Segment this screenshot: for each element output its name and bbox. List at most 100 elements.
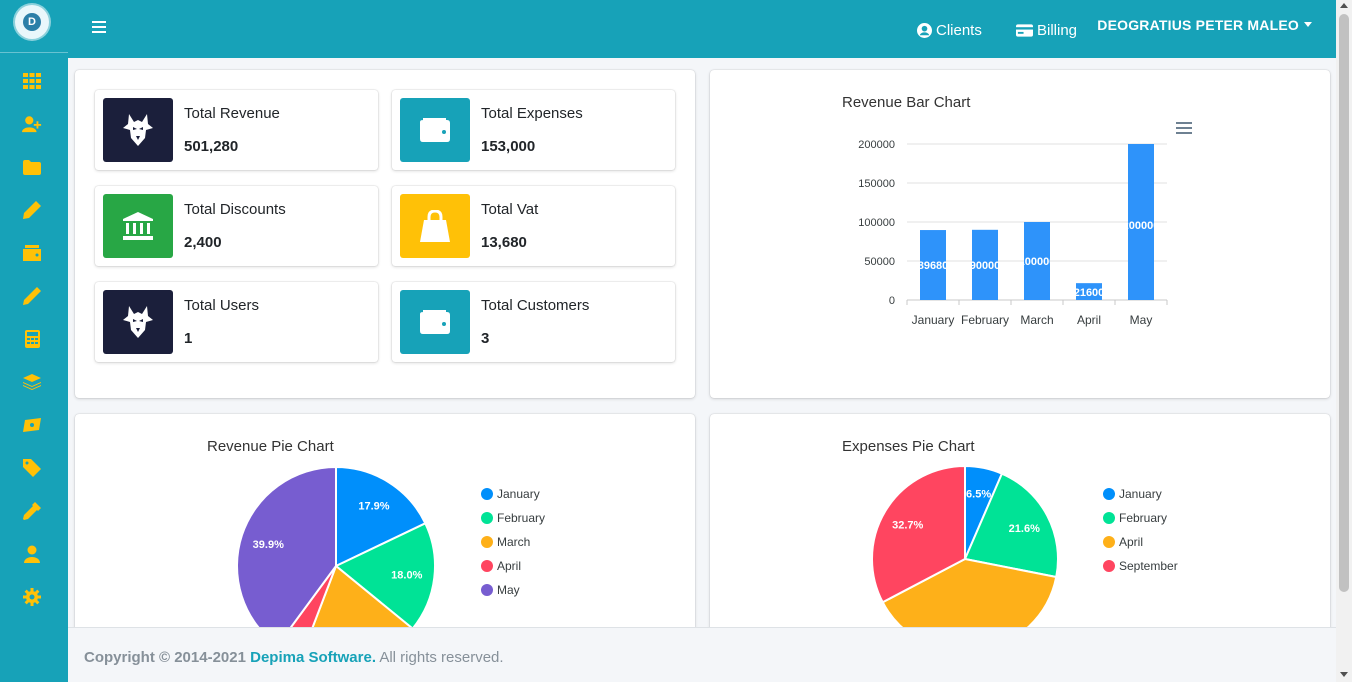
bar-data-label: 100000 [1019, 256, 1056, 268]
sidebar: D [0, 0, 68, 682]
wallet-icon [400, 290, 470, 354]
billing-link[interactable]: Billing [1016, 22, 1077, 39]
stat-label: Total Users [184, 297, 260, 314]
slice-label: 17.9% [358, 501, 389, 513]
slice-label: 6.5% [966, 488, 991, 500]
slice-label: 39.9% [253, 539, 284, 551]
dashboard-grid-icon[interactable] [22, 71, 42, 91]
bar[interactable] [1128, 144, 1154, 300]
bar[interactable] [1076, 283, 1102, 300]
revenue-bar-chart-card: Revenue Bar Chart 0 50000 100000 150000 2000… [710, 70, 1330, 398]
stat-box-vat[interactable]: Total Vat 13,680 [392, 186, 675, 266]
gear-icon[interactable] [22, 587, 42, 607]
x-tick-label: January [912, 313, 955, 327]
money-bill-icon[interactable] [22, 415, 42, 435]
legend-label: February [1119, 511, 1168, 525]
pie-slice[interactable] [871, 464, 966, 604]
stat-box-discounts[interactable]: Total Discounts 2,400 [95, 186, 378, 266]
pie-slice[interactable] [335, 465, 427, 568]
chart-title: Expenses Pie Chart [842, 438, 975, 455]
legend-label: March [497, 535, 531, 549]
stat-box-expenses[interactable]: Total Expenses 153,000 [392, 90, 675, 170]
sidebar-divider [0, 52, 68, 53]
eyedropper-icon[interactable] [22, 501, 42, 521]
expenses-pie-svg: 6.5% 21.6% 32.7% [871, 464, 1059, 653]
legend-item[interactable]: February [1103, 511, 1167, 525]
bar-chart-svg: 0 50000 100000 150000 200000 89680 January 9000… [858, 139, 1168, 327]
add-user-icon[interactable] [22, 114, 42, 134]
layers-icon[interactable] [22, 372, 42, 392]
scrollbar[interactable] [1336, 0, 1352, 682]
stat-value: 153,000 [481, 138, 536, 155]
pie-slice[interactable] [236, 465, 337, 648]
scroll-down-arrow-icon[interactable] [1340, 672, 1348, 677]
footer: Copyright © 2014-2021 Depima Software. A… [68, 627, 1336, 682]
stats-card: Total Revenue 501,280 Total Expenses 153… [75, 70, 695, 398]
legend-item[interactable]: February [481, 511, 545, 525]
legend-item[interactable]: May [481, 583, 520, 597]
chart-title: Revenue Pie Chart [207, 438, 334, 455]
brand-link[interactable]: Depima Software. [250, 649, 376, 666]
bar-data-label: 21600 [1074, 287, 1105, 299]
pen-icon[interactable] [22, 200, 42, 220]
legend-item[interactable]: April [1103, 535, 1143, 549]
shopping-bag-icon [400, 194, 470, 258]
legend-item[interactable]: September [1103, 559, 1178, 573]
scroll-thumb[interactable] [1339, 14, 1349, 592]
user-icon[interactable] [22, 544, 42, 564]
chart-menu-icon[interactable] [1176, 122, 1192, 134]
legend-marker [1103, 488, 1115, 500]
stat-value: 13,680 [481, 234, 527, 251]
stat-label: Total Discounts [184, 201, 286, 218]
legend-item[interactable]: March [481, 535, 530, 549]
bar-data-label: 90000 [970, 260, 1001, 272]
legend-item[interactable]: April [481, 559, 521, 573]
billing-label: Billing [1037, 22, 1078, 39]
tag-icon[interactable] [22, 458, 42, 478]
legend-marker [1103, 512, 1115, 524]
legend-label: January [497, 487, 540, 501]
credit-card-icon [1016, 24, 1033, 37]
bar[interactable] [1024, 222, 1050, 300]
bar[interactable] [972, 229, 998, 300]
legend-item[interactable]: January [481, 487, 540, 501]
wallet-icon [400, 98, 470, 162]
menu-toggle-icon[interactable] [92, 21, 106, 33]
user-menu[interactable]: DEOGRATIUS PETER MALEO [1097, 17, 1312, 33]
x-tick-label: March [1020, 313, 1053, 327]
legend-marker [1103, 536, 1115, 548]
stat-label: Total Revenue [184, 105, 280, 122]
stat-box-customers[interactable]: Total Customers 3 [392, 282, 675, 362]
x-tick-label: April [1077, 313, 1101, 327]
y-tick-label: 100000 [858, 217, 895, 229]
clients-link[interactable]: Clients [917, 22, 982, 39]
bar[interactable] [920, 230, 946, 300]
stat-box-users[interactable]: Total Users 1 [95, 282, 378, 362]
user-circle-icon [917, 23, 932, 38]
pencil-icon[interactable] [22, 286, 42, 306]
app-logo[interactable]: D [15, 5, 49, 39]
chevron-down-icon [1304, 21, 1312, 27]
legend-item[interactable]: January [1103, 487, 1162, 501]
scroll-up-arrow-icon[interactable] [1340, 3, 1348, 8]
stat-value: 2,400 [184, 234, 222, 251]
legend-label: January [1119, 487, 1162, 501]
copyright-text: Copyright © 2014-2021 [84, 649, 246, 666]
pie-slice[interactable] [963, 472, 1059, 579]
wolf-logo-icon [103, 290, 173, 354]
wallet-icon[interactable] [22, 243, 42, 263]
bar-data-label: 200000 [1123, 220, 1160, 232]
revenue-pie-chart-card: Revenue Pie Chart 17.9% 18.0% 39.9% Januar… [75, 414, 695, 654]
pie-slice[interactable] [334, 521, 436, 631]
stat-label: Total Vat [481, 201, 539, 218]
folder-icon[interactable] [22, 157, 42, 177]
clients-label: Clients [936, 22, 982, 39]
stat-box-revenue[interactable]: Total Revenue 501,280 [95, 90, 378, 170]
wolf-logo-icon [103, 98, 173, 162]
calculator-icon[interactable] [22, 329, 42, 349]
y-tick-label: 50000 [864, 256, 895, 268]
slice-label: 21.6% [1009, 523, 1040, 535]
legend-label: May [497, 583, 520, 597]
legend-marker [481, 488, 493, 500]
legend-marker [1103, 560, 1115, 572]
